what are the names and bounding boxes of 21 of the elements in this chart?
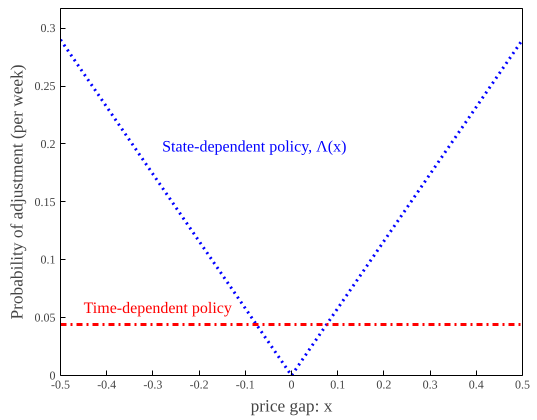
x-tick-label: 0.1	[330, 378, 346, 392]
x-tick-label: 0.3	[422, 378, 438, 392]
y-tick-label: 0.05	[34, 310, 56, 325]
y-axis-title: Probability of adjustment (per week)	[8, 64, 26, 320]
y-tick-label: 0.25	[34, 79, 56, 94]
x-tick-label: 0.5	[515, 378, 530, 392]
x-tick-label: -0.3	[143, 378, 162, 392]
x-tick-label: 0.2	[376, 378, 392, 392]
x-axis-title: price gap: x	[250, 396, 333, 416]
y-tick-label: 0.3	[40, 21, 56, 36]
x-tick-label: -0.4	[97, 378, 116, 392]
x-tick-label: -0.1	[236, 378, 255, 392]
y-tick-label: 0	[50, 368, 56, 382]
y-tick-label: 0.2	[40, 136, 56, 151]
x-tick-label: 0.4	[468, 378, 484, 392]
series-label: State-dependent policy, Λ(x)	[162, 138, 346, 156]
y-tick-label: 0.1	[40, 252, 56, 267]
series-label: Time-dependent policy	[84, 300, 232, 317]
x-tick-label: 0	[288, 378, 294, 392]
y-tick-label: 0.15	[34, 194, 56, 209]
x-tick-label: -0.2	[190, 378, 209, 392]
